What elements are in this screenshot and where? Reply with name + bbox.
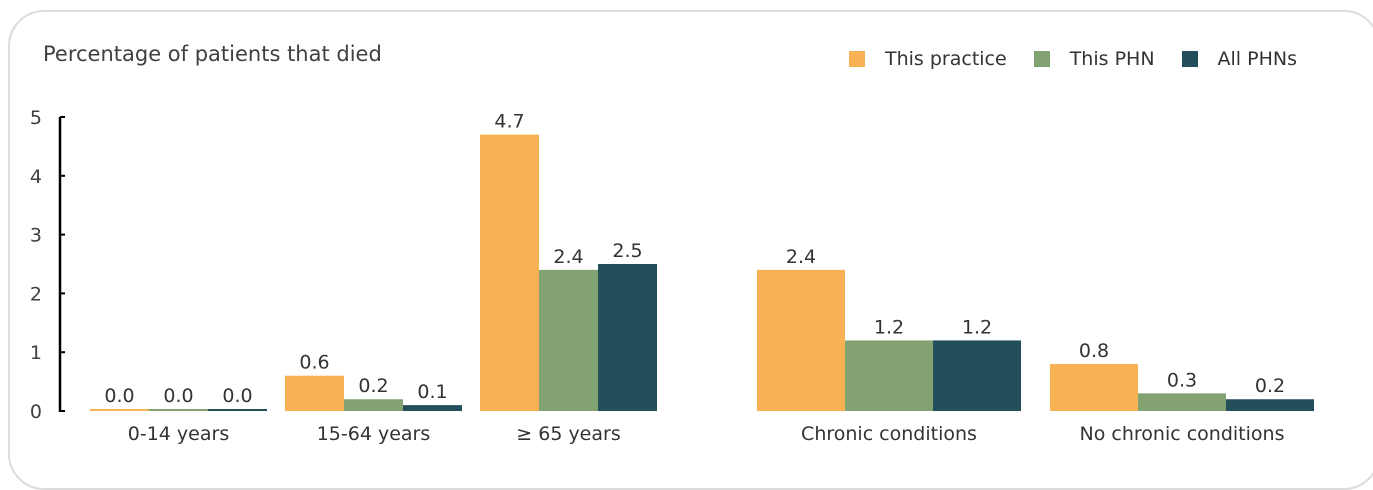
bar-chart-plot: 0 1 2 3 4 5 0.0 0.0 0.0 0-14 years 0.6 0.2 0.1 15-64 … — [30, 107, 1314, 445]
data-label: 1.2 — [962, 316, 992, 338]
bar-this-phn-1 — [149, 409, 208, 411]
data-label: 0.6 — [299, 352, 329, 374]
legend-label-all-phns: All PHNs — [1217, 48, 1297, 70]
bar-this-practice-3 — [480, 134, 539, 411]
x-category-label: 0-14 years — [128, 423, 229, 445]
bar-this-practice-5 — [1050, 363, 1138, 411]
x-category-label: Chronic conditions — [801, 423, 977, 445]
bar-all-phns-5 — [1226, 399, 1314, 411]
legend-item-all-phns: All PHNs — [1181, 48, 1297, 70]
legend-item-this-practice: This practice — [849, 48, 1007, 70]
data-label: 0.3 — [1167, 369, 1197, 391]
legend-label-this-phn: This PHN — [1069, 48, 1155, 70]
data-label: 1.2 — [874, 316, 904, 338]
bar-all-phns-1 — [208, 409, 267, 411]
data-label: 2.4 — [553, 246, 583, 268]
data-label: 0.0 — [104, 385, 134, 407]
bar-this-practice-1 — [90, 409, 149, 411]
data-label: 2.5 — [612, 240, 642, 262]
y-tick-label: 2 — [30, 283, 42, 305]
x-category-label: 15-64 years — [317, 423, 431, 445]
chart-title: Percentage of patients that died — [43, 42, 382, 66]
data-label: 2.4 — [786, 246, 816, 268]
data-label: 4.7 — [494, 111, 524, 133]
bar-all-phns-3 — [598, 264, 657, 411]
legend-swatch-all-phns — [1181, 51, 1198, 67]
bar-this-phn-4 — [845, 340, 933, 411]
x-category-label: No chronic conditions — [1080, 423, 1285, 445]
data-label: 0.1 — [417, 381, 447, 403]
data-label: 0.0 — [163, 385, 193, 407]
y-tick-label: 0 — [30, 401, 42, 423]
bar-this-practice-4 — [757, 269, 845, 411]
legend-swatch-this-phn — [1033, 51, 1050, 67]
data-label: 0.8 — [1079, 340, 1109, 362]
legend-label-this-practice: This practice — [885, 48, 1007, 70]
data-label: 0.0 — [222, 385, 252, 407]
legend-item-this-phn: This PHN — [1033, 48, 1155, 70]
x-category-label: ≥ 65 years — [516, 423, 620, 445]
chart-legend: This practice This PHN All PHNs — [849, 46, 1297, 72]
bar-all-phns-2 — [403, 405, 462, 411]
y-tick-label: 3 — [30, 225, 42, 247]
bar-this-phn-2 — [344, 399, 403, 411]
bar-all-phns-4 — [933, 340, 1021, 411]
y-tick-label: 5 — [30, 107, 42, 129]
legend-swatch-this-practice — [849, 51, 865, 67]
bar-this-phn-5 — [1138, 393, 1226, 411]
bar-this-practice-2 — [285, 375, 344, 411]
bar-this-phn-3 — [539, 269, 598, 411]
data-label: 0.2 — [1255, 375, 1285, 397]
y-tick-label: 4 — [30, 166, 42, 188]
y-tick-label: 1 — [30, 342, 42, 364]
data-label: 0.2 — [358, 375, 388, 397]
